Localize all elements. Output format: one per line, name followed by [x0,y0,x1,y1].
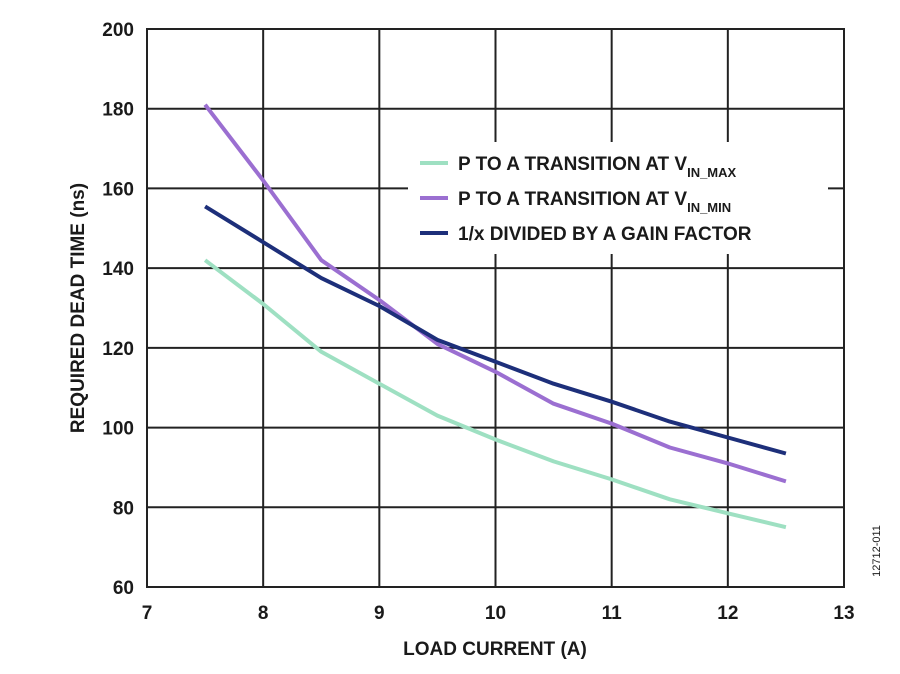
x-tick-label: 11 [602,603,623,624]
y-tick-label: 80 [113,498,134,519]
legend-label-text: P TO A TRANSITION AT V [458,189,687,210]
series-line-2 [203,103,787,484]
x-axis-title: LOAD CURRENT (A) [403,639,587,660]
figure-id: 12712-011 [871,525,883,577]
legend-label-1: P TO A TRANSITION AT VIN_MAX [458,154,737,180]
y-tick-label: 140 [102,259,134,280]
y-tick-label: 180 [102,100,134,121]
x-tick-label: 13 [833,603,854,624]
legend-label-text: P TO A TRANSITION AT V [458,154,687,175]
series-layer [203,103,787,530]
tick-labels: 7 8 9 10 11 12 13 60 80 100 120 140 160 180 200 [102,20,854,624]
y-tick-label: 60 [113,578,134,599]
y-tick-label: 200 [102,20,134,41]
y-tick-label: 120 [102,339,134,360]
x-tick-label: 10 [485,603,506,624]
x-tick-label: 7 [142,603,153,624]
series-line-3 [204,204,787,456]
y-axis-title: REQUIRED DEAD TIME (ns) [68,183,89,433]
grid [147,29,844,587]
legend-label-subscript: IN_MAX [687,165,736,180]
x-tick-label: 12 [717,603,738,624]
legend-label-2: P TO A TRANSITION AT VIN_MIN [458,189,731,215]
y-tick-label: 100 [102,419,134,440]
legend-background [408,142,828,254]
plot-frame [146,28,845,588]
legend-label-subscript: IN_MIN [687,200,731,215]
x-tick-label: 9 [374,603,385,624]
y-tick-label: 160 [102,179,134,200]
legend-label-text: 1/x DIVIDED BY A GAIN FACTOR [458,224,752,245]
x-tick-label: 8 [258,603,269,624]
series-line-1 [203,258,787,530]
legend-label-3: 1/x DIVIDED BY A GAIN FACTOR [458,224,752,245]
